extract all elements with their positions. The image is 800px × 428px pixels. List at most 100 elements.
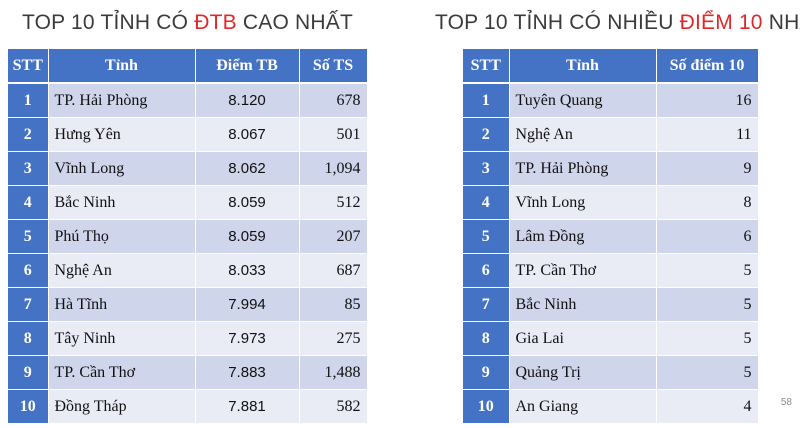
average-score-cell: 8.059 [195,219,300,254]
perfect-score-count-cell: 11 [656,117,759,152]
right-title-highlight: ĐIỂM 10 [679,11,763,34]
province-cell: Nghệ An [48,253,196,288]
province-cell: Phú Thọ [48,219,196,254]
rank-cell: 2 [8,117,49,152]
average-score-cell: 7.883 [195,355,300,390]
province-cell: Vĩnh Long [509,185,657,220]
rank-cell: 9 [8,355,49,390]
average-score-cell: 7.881 [195,389,300,424]
table-row: 6 Nghệ An 8.033 687 [8,253,368,288]
table-header-row: STT Tỉnh Số điểm 10 [463,49,759,84]
rank-cell: 7 [463,287,510,322]
top-average-score-table: STT Tỉnh Điểm TB Số TS 1 TP. Hải Phòng 8.1… [8,49,368,424]
province-cell: Gia Lai [509,321,657,356]
rank-cell: 10 [8,389,49,424]
province-cell: TP. Cần Thơ [509,253,657,288]
candidate-count-cell: 512 [299,185,368,220]
average-score-cell: 7.973 [195,321,300,356]
header-province: Tỉnh [48,49,196,84]
rank-cell: 3 [463,151,510,186]
table-row: 3 Vĩnh Long 8.062 1,094 [8,151,368,186]
table-row: 1 Tuyên Quang 16 [463,83,759,118]
province-cell: Lâm Đồng [509,219,657,254]
right-title-prefix: TOP 10 TỈNH CÓ NHIỀU [435,11,680,34]
table-row: 8 Tây Ninh 7.973 275 [8,321,368,356]
rank-cell: 6 [8,253,49,288]
perfect-score-count-cell: 5 [656,253,759,288]
rank-cell: 1 [8,83,49,118]
average-score-cell: 8.062 [195,151,300,186]
table-row: 5 Phú Thọ 8.059 207 [8,219,368,254]
candidate-count-cell: 85 [299,287,368,322]
table-row: 7 Hà Tĩnh 7.994 85 [8,287,368,322]
candidate-count-cell: 501 [299,117,368,152]
rank-cell: 9 [463,355,510,390]
province-cell: Hưng Yên [48,117,196,152]
candidate-count-cell: 582 [299,389,368,424]
candidate-count-cell: 678 [299,83,368,118]
rank-cell: 5 [463,219,510,254]
table-row: 6 TP. Cần Thơ 5 [463,253,759,288]
candidate-count-cell: 1,488 [299,355,368,390]
header-stt: STT [463,49,510,84]
left-title-highlight: ĐTB [194,11,237,34]
left-title-suffix: CAO NHẤT [236,11,353,34]
perfect-score-count-cell: 5 [656,287,759,322]
perfect-score-count-cell: 5 [656,321,759,356]
left-table-title: TOP 10 TỈNH CÓ ĐTB CAO NHẤT [22,8,353,38]
left-title-prefix: TOP 10 TỈNH CÓ [22,11,195,34]
perfect-score-count-cell: 5 [656,355,759,390]
table-row: 4 Vĩnh Long 8 [463,185,759,220]
province-cell: Tây Ninh [48,321,196,356]
table-row: 10 Đồng Tháp 7.881 582 [8,389,368,424]
province-cell: Đồng Tháp [48,389,196,424]
average-score-cell: 8.059 [195,185,300,220]
rank-cell: 5 [8,219,49,254]
province-cell: TP. Hải Phòng [48,83,196,118]
candidate-count-cell: 1,094 [299,151,368,186]
average-score-cell: 8.067 [195,117,300,152]
province-cell: An Giang [509,389,657,424]
province-cell: Tuyên Quang [509,83,657,118]
table-row: 7 Bắc Ninh 5 [463,287,759,322]
header-average-score: Điểm TB [195,49,300,84]
perfect-score-count-cell: 8 [656,185,759,220]
province-cell: TP. Hải Phòng [509,151,657,186]
rank-cell: 3 [8,151,49,186]
header-perfect-score-count: Số điểm 10 [656,49,759,84]
rank-cell: 4 [8,185,49,220]
perfect-score-count-cell: 9 [656,151,759,186]
rank-cell: 8 [463,321,510,356]
table-row: 9 Quảng Trị 5 [463,355,759,390]
table-header-row: STT Tỉnh Điểm TB Số TS [8,49,368,84]
header-candidate-count: Số TS [299,49,368,84]
average-score-cell: 8.120 [195,83,300,118]
province-cell: Bắc Ninh [509,287,657,322]
top-perfect-scores-table: STT Tỉnh Số điểm 10 1 Tuyên Quang 16 2 Nghệ … [463,49,759,424]
table-row: 8 Gia Lai 5 [463,321,759,356]
province-cell: Quảng Trị [509,355,657,390]
candidate-count-cell: 687 [299,253,368,288]
rank-cell: 4 [463,185,510,220]
candidate-count-cell: 275 [299,321,368,356]
table-row: 4 Bắc Ninh 8.059 512 [8,185,368,220]
table-row: 1 TP. Hải Phòng 8.120 678 [8,83,368,118]
average-score-cell: 7.994 [195,287,300,322]
rank-cell: 10 [463,389,510,424]
rank-cell: 8 [8,321,49,356]
right-table-title: TOP 10 TỈNH CÓ NHIỀU ĐIỂM 10 NHẤT [435,8,800,38]
perfect-score-count-cell: 4 [656,389,759,424]
page-number: 58 [780,397,792,408]
right-title-suffix: NHẤT [768,11,800,34]
province-cell: Bắc Ninh [48,185,196,220]
table-row: 5 Lâm Đồng 6 [463,219,759,254]
perfect-score-count-cell: 6 [656,219,759,254]
table-row: 2 Nghệ An 11 [463,117,759,152]
province-cell: TP. Cần Thơ [48,355,196,390]
table-row: 9 TP. Cần Thơ 7.883 1,488 [8,355,368,390]
rank-cell: 2 [463,117,510,152]
header-province: Tỉnh [509,49,657,84]
candidate-count-cell: 207 [299,219,368,254]
table-row: 10 An Giang 4 [463,389,759,424]
rank-cell: 7 [8,287,49,322]
